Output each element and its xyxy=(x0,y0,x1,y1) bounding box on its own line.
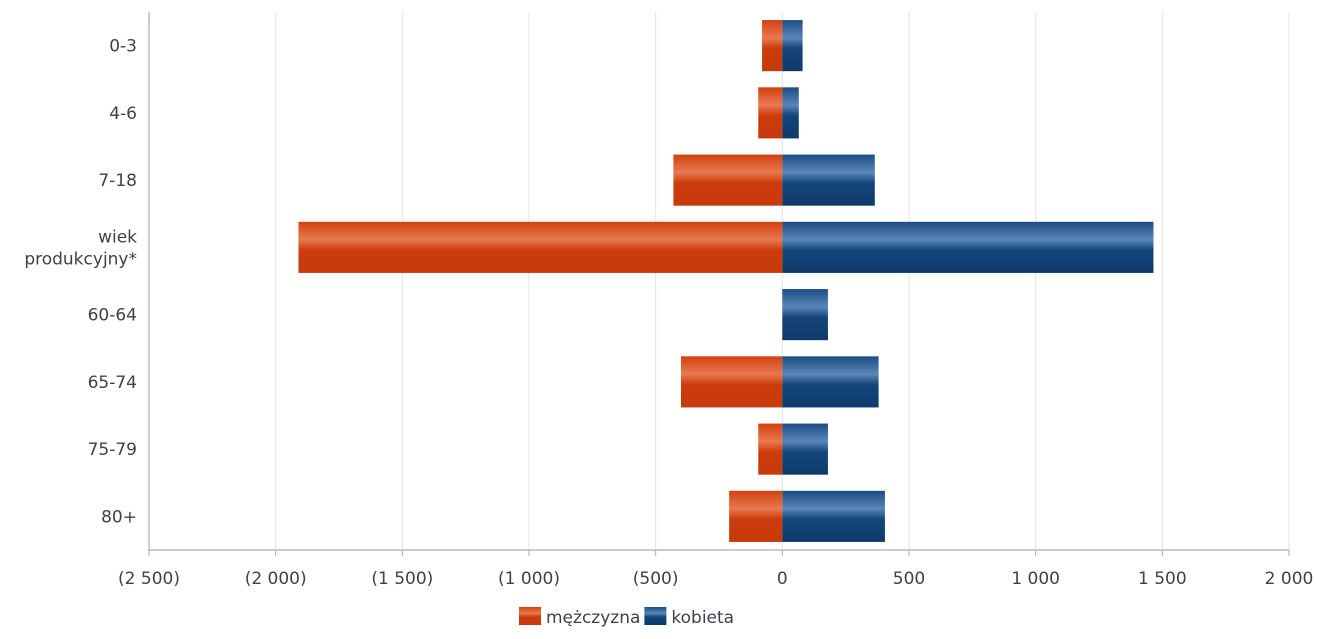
legend-label: kobieta xyxy=(671,608,734,628)
bars xyxy=(298,20,1153,542)
category-label: 7-18 xyxy=(98,171,137,191)
x-tick-label: 1 000 xyxy=(1011,569,1060,589)
category-label: 80+ xyxy=(101,507,137,527)
x-tick-label: 0 xyxy=(777,569,788,589)
bar-mezczyzna xyxy=(758,87,782,138)
bar-kobieta xyxy=(782,289,828,340)
category-label: 65-74 xyxy=(88,373,137,393)
legend-swatch xyxy=(519,607,541,625)
bar-kobieta xyxy=(782,155,874,206)
bar-mezczyzna xyxy=(729,491,782,542)
x-tick-label: (500) xyxy=(633,569,679,589)
bar-mezczyzna xyxy=(762,20,782,71)
x-tick-label: 2 000 xyxy=(1265,569,1314,589)
bar-mezczyzna xyxy=(673,155,782,206)
bar-kobieta xyxy=(782,20,802,71)
bar-mezczyzna xyxy=(298,222,782,273)
legend-swatch xyxy=(644,607,666,625)
axes xyxy=(149,12,1289,556)
bar-kobieta xyxy=(782,87,798,138)
x-tick-label: (1 500) xyxy=(371,569,433,589)
x-tick-label: (2 500) xyxy=(118,569,180,589)
category-label: wiek produkcyjny* xyxy=(24,227,137,269)
bar-kobieta xyxy=(782,491,885,542)
x-tick-label: (2 000) xyxy=(245,569,307,589)
legend-label: mężczyzna xyxy=(546,608,640,628)
bar-kobieta xyxy=(782,424,828,475)
labels: (2 500) (2 000) (1 500) (1 000) (500) 0 500 1 0… xyxy=(24,37,1313,589)
category-label: 75-79 xyxy=(88,440,137,460)
category-label: 60-64 xyxy=(88,306,137,326)
x-tick-label: (1 000) xyxy=(498,569,560,589)
bar-kobieta xyxy=(782,222,1153,273)
bar-mezczyzna xyxy=(758,424,782,475)
bar-kobieta xyxy=(782,356,878,407)
legend: mężczyzna kobieta xyxy=(519,607,734,628)
category-label: 0-3 xyxy=(109,37,137,57)
x-tick-label: 500 xyxy=(893,569,925,589)
category-label: 4-6 xyxy=(109,104,137,124)
x-tick-label: 1 500 xyxy=(1138,569,1187,589)
bar-mezczyzna xyxy=(681,356,782,407)
